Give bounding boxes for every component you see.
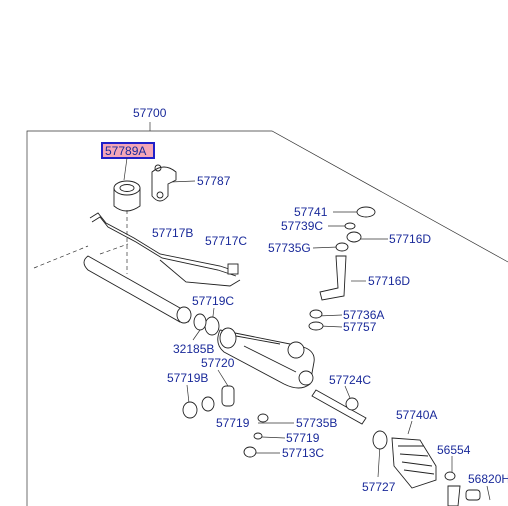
leader-lines (123, 157, 491, 501)
label-57724C: 57724C (329, 373, 371, 387)
label-57720: 57720 (201, 356, 235, 370)
seal-rings (182, 313, 269, 458)
tie-rod-assembly (311, 389, 481, 506)
label-56820H: 56820H (468, 472, 508, 486)
label-57789A: 57789A (105, 144, 146, 158)
gear-housing-part (217, 327, 315, 389)
label-57713C: 57713C (282, 446, 324, 460)
highlighted-part-callout[interactable]: 57789A (101, 142, 155, 159)
label-57740A: 57740A (396, 408, 437, 422)
label-57716D-top: 57716D (389, 232, 431, 246)
label-57717C: 57717C (205, 234, 247, 248)
axis-guides (33, 210, 129, 274)
label-57700: 57700 (133, 106, 167, 120)
label-57719C: 57719C (192, 294, 234, 308)
label-57719B: 57719B (167, 371, 208, 385)
label-32185B: 32185B (173, 342, 214, 356)
label-57741: 57741 (294, 205, 328, 219)
label-57735B: 57735B (296, 416, 337, 430)
label-56554: 56554 (437, 443, 471, 457)
label-57735G: 57735G (268, 241, 311, 255)
bushing-part (113, 180, 141, 212)
label-57717B: 57717B (152, 226, 193, 240)
label-57736A: 57736A (343, 308, 384, 322)
label-57739C: 57739C (281, 219, 323, 233)
label-57719-b: 57719 (286, 431, 320, 445)
assembly-frame (26, 122, 508, 506)
label-57757: 57757 (343, 320, 377, 334)
label-57719-a: 57719 (216, 416, 250, 430)
label-57787: 57787 (197, 174, 231, 188)
label-57716D-mid: 57716D (368, 274, 410, 288)
feed-tube-part (89, 212, 241, 287)
label-57727: 57727 (362, 480, 396, 494)
rack-sleeve-part (83, 255, 192, 324)
clamp-part (151, 164, 177, 202)
pinion-stack (308, 206, 376, 331)
